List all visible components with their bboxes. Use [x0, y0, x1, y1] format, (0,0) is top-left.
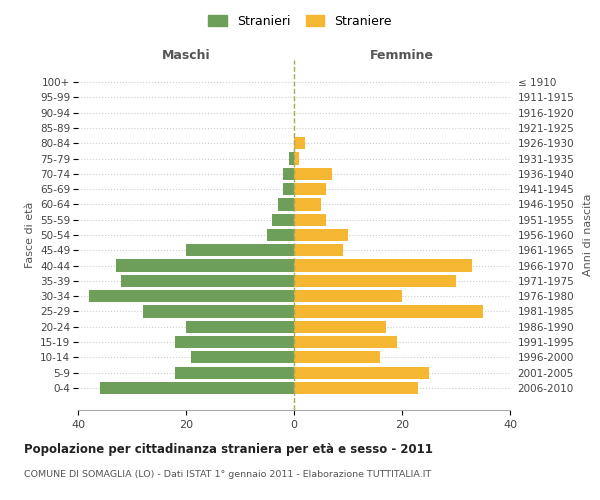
Bar — [175, 336, 294, 348]
Text: Popolazione per cittadinanza straniera per età e sesso - 2011: Popolazione per cittadinanza straniera p… — [24, 442, 433, 456]
Bar — [294, 137, 305, 149]
Bar — [294, 366, 429, 379]
Bar — [294, 382, 418, 394]
Bar — [116, 260, 294, 272]
Bar — [283, 168, 294, 180]
Bar — [294, 229, 348, 241]
Text: COMUNE DI SOMAGLIA (LO) - Dati ISTAT 1° gennaio 2011 - Elaborazione TUTTITALIA.I: COMUNE DI SOMAGLIA (LO) - Dati ISTAT 1° … — [24, 470, 431, 479]
Y-axis label: Fasce di età: Fasce di età — [25, 202, 35, 268]
Bar — [294, 168, 332, 180]
Bar — [294, 214, 326, 226]
Legend: Stranieri, Straniere: Stranieri, Straniere — [205, 11, 395, 32]
Bar — [272, 214, 294, 226]
Bar — [143, 306, 294, 318]
Y-axis label: Anni di nascita: Anni di nascita — [583, 194, 593, 276]
Bar — [294, 275, 456, 287]
Bar — [283, 183, 294, 195]
Bar — [191, 352, 294, 364]
Text: Femmine: Femmine — [370, 49, 434, 62]
Bar — [294, 306, 483, 318]
Bar — [294, 183, 326, 195]
Bar — [289, 152, 294, 164]
Bar — [186, 320, 294, 333]
Bar — [186, 244, 294, 256]
Bar — [294, 260, 472, 272]
Bar — [278, 198, 294, 210]
Bar — [267, 229, 294, 241]
Bar — [121, 275, 294, 287]
Bar — [294, 320, 386, 333]
Bar — [294, 244, 343, 256]
Bar — [89, 290, 294, 302]
Bar — [175, 366, 294, 379]
Bar — [100, 382, 294, 394]
Bar — [294, 198, 321, 210]
Text: Maschi: Maschi — [161, 49, 211, 62]
Bar — [294, 352, 380, 364]
Bar — [294, 152, 299, 164]
Bar — [294, 336, 397, 348]
Bar — [294, 290, 402, 302]
